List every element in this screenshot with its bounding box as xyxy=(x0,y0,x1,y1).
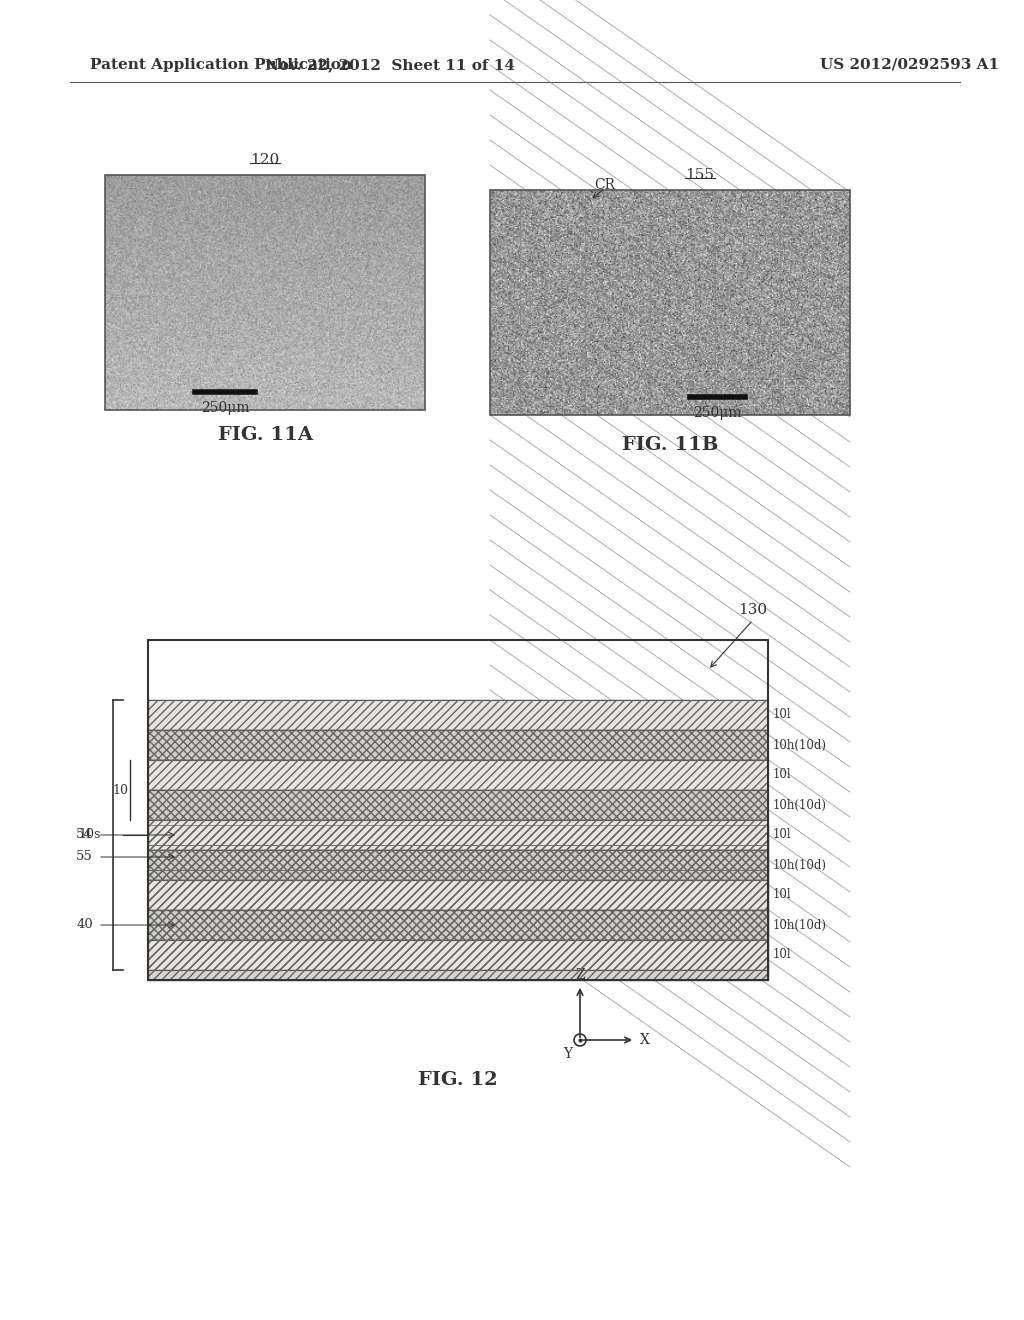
Bar xyxy=(148,730,768,760)
Text: Z: Z xyxy=(575,968,585,982)
Bar xyxy=(148,870,768,979)
Text: 40: 40 xyxy=(76,919,93,932)
Bar xyxy=(148,880,768,909)
Bar xyxy=(148,845,768,870)
Bar xyxy=(148,820,768,850)
Text: X: X xyxy=(640,1034,650,1047)
Text: 10l: 10l xyxy=(773,829,792,842)
Text: 10l: 10l xyxy=(773,768,792,781)
Text: 54: 54 xyxy=(76,829,93,842)
Bar xyxy=(148,760,768,789)
Text: FIG. 11A: FIG. 11A xyxy=(217,426,312,444)
Text: 10l: 10l xyxy=(773,888,792,902)
Text: CR: CR xyxy=(595,178,615,191)
Bar xyxy=(148,789,768,820)
Bar xyxy=(148,825,768,845)
Text: 10s: 10s xyxy=(79,829,101,842)
Text: Y: Y xyxy=(563,1047,572,1061)
Text: Nov. 22, 2012  Sheet 11 of 14: Nov. 22, 2012 Sheet 11 of 14 xyxy=(265,58,515,73)
Bar xyxy=(148,850,768,880)
Bar xyxy=(148,825,768,845)
Text: 10l: 10l xyxy=(773,949,792,961)
Text: 10h(10d): 10h(10d) xyxy=(773,799,827,812)
Bar xyxy=(148,909,768,940)
Text: 130: 130 xyxy=(738,603,767,616)
Bar xyxy=(490,190,850,414)
Text: 250μm: 250μm xyxy=(693,407,741,420)
Bar xyxy=(148,940,768,970)
Bar xyxy=(148,845,768,870)
Bar xyxy=(148,730,768,760)
Bar xyxy=(148,760,768,789)
Text: 120: 120 xyxy=(251,153,280,168)
Bar xyxy=(148,700,768,730)
Text: Patent Application Publication: Patent Application Publication xyxy=(90,58,352,73)
Text: FIG. 12: FIG. 12 xyxy=(418,1071,498,1089)
Bar xyxy=(148,820,768,850)
Bar xyxy=(148,940,768,970)
Text: 10l: 10l xyxy=(773,709,792,722)
Bar xyxy=(148,850,768,880)
Text: 10h(10d): 10h(10d) xyxy=(773,919,827,932)
Text: 10h(10d): 10h(10d) xyxy=(773,858,827,871)
Text: 10h(10d): 10h(10d) xyxy=(773,738,827,751)
Bar xyxy=(148,789,768,820)
Text: 155: 155 xyxy=(685,168,715,182)
Bar xyxy=(148,640,768,979)
Text: 55: 55 xyxy=(76,850,93,863)
Bar xyxy=(148,870,768,979)
Bar xyxy=(148,700,768,730)
Bar xyxy=(105,176,425,411)
Bar xyxy=(148,909,768,940)
Text: FIG. 11B: FIG. 11B xyxy=(622,436,718,454)
Text: 250μm: 250μm xyxy=(201,401,249,414)
Text: 10: 10 xyxy=(112,784,128,796)
Bar xyxy=(148,880,768,909)
Text: US 2012/0292593 A1: US 2012/0292593 A1 xyxy=(820,58,999,73)
